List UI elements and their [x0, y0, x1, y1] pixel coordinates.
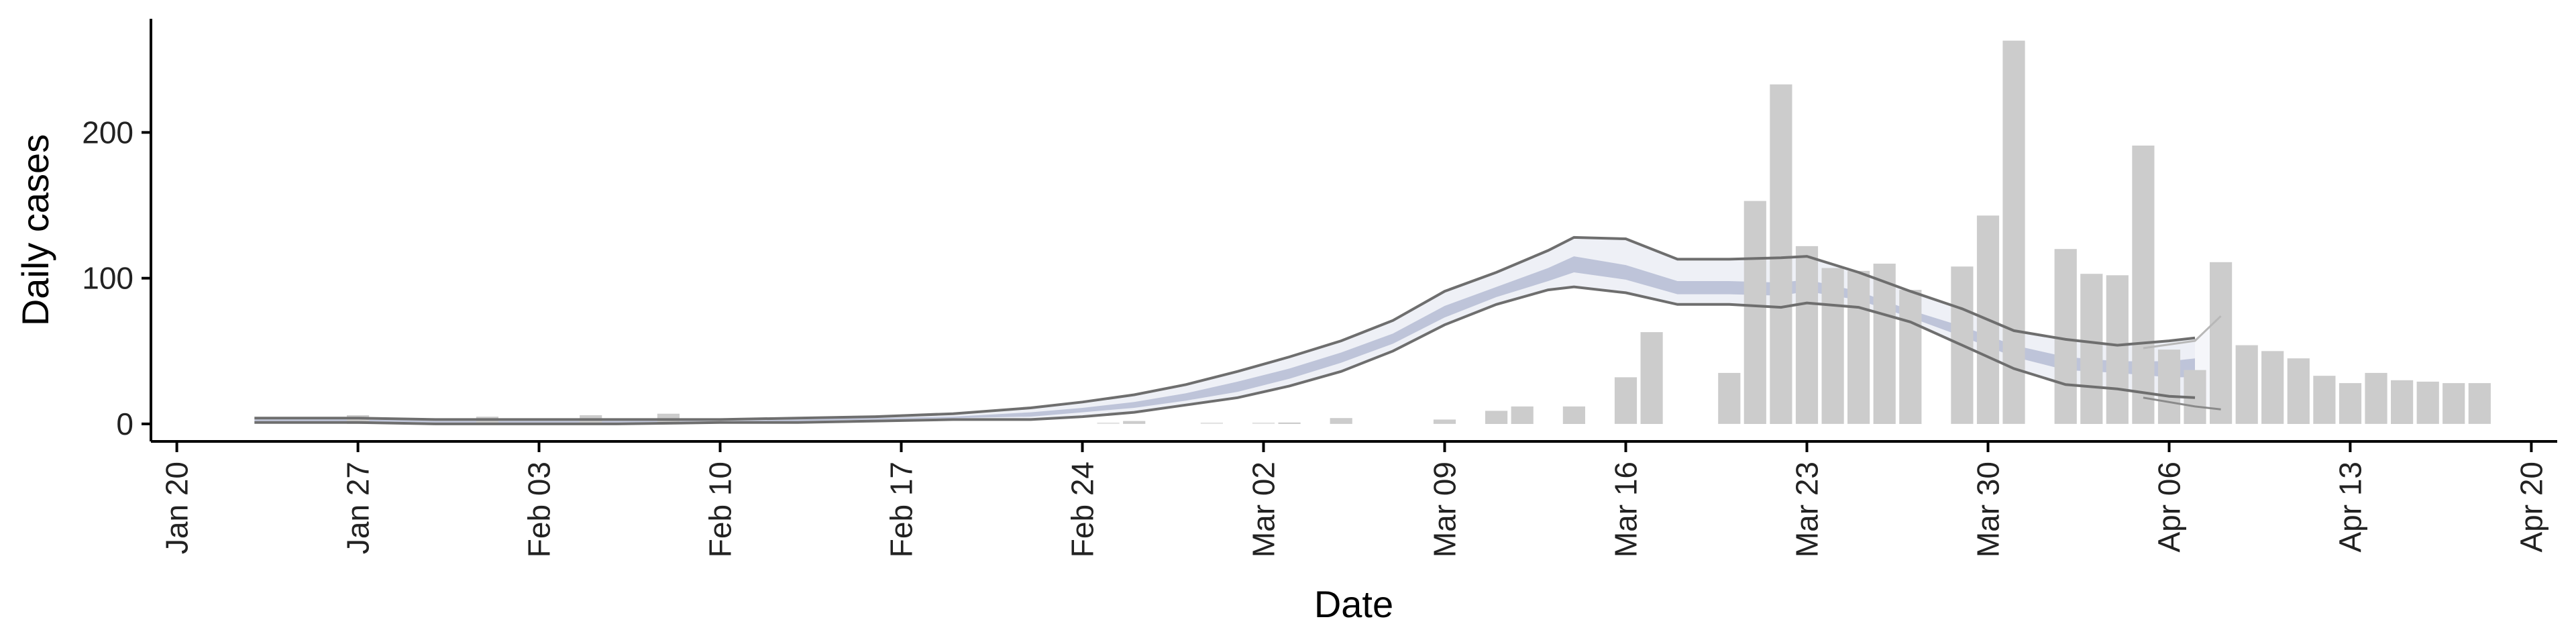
x-axis-ticks: Jan 20 Jan 27 Feb 03 Feb 10 Feb 17 Feb 24 Mar …	[160, 441, 2548, 557]
credible-interval-outer	[254, 237, 2221, 424]
case-bar-2020-04-10	[2261, 351, 2284, 424]
x-tick-label-3: Feb 10	[703, 462, 738, 557]
projection-lower-line	[2143, 396, 2221, 411]
credible-interval-edges	[254, 235, 2222, 425]
y-axis-ticks: 0 100 200	[82, 115, 151, 441]
x-tick-label-9: Mar 23	[1790, 462, 1825, 557]
case-bar-2020-03-09	[1433, 419, 1456, 424]
case-bar-2020-04-11	[2287, 358, 2310, 424]
case-bar-2020-02-26	[1123, 421, 1146, 424]
x-tick-label-6: Mar 02	[1246, 462, 1281, 557]
case-bar-2020-04-04	[2106, 275, 2129, 424]
case-bar-2020-03-03	[1278, 422, 1301, 424]
case-bar-2020-04-17	[2443, 383, 2465, 424]
x-axis-title: Date	[1314, 583, 1393, 625]
case-bar-2020-03-11	[1485, 411, 1508, 424]
projection-upper-line	[2143, 315, 2222, 350]
case-bar-2020-04-13	[2339, 383, 2362, 424]
upper-bound-line	[254, 235, 2196, 421]
y-axis-title: Daily cases	[14, 134, 56, 326]
axes	[150, 19, 2557, 443]
y-tick-label-200: 200	[82, 115, 133, 150]
case-bar-2020-04-05	[2132, 146, 2155, 424]
x-tick-label-12: Apr 13	[2332, 462, 2367, 553]
x-tick-label-2: Feb 03	[522, 462, 557, 557]
case-bar-2020-04-02	[2054, 249, 2077, 424]
credible-interval-inner	[254, 256, 2195, 423]
x-tick-label-4: Feb 17	[884, 462, 919, 557]
case-bar-2020-03-14	[1562, 406, 1585, 424]
x-tick-label-0: Jan 20	[160, 462, 195, 554]
case-bar-2020-03-20	[1718, 372, 1741, 424]
case-bar-2020-03-21	[1743, 201, 1766, 424]
case-bar-2020-04-08	[2210, 262, 2233, 424]
case-bar-2020-04-18	[2468, 383, 2491, 424]
case-bar-2020-03-31	[2002, 40, 2025, 424]
case-bar-faint-2020-02-25	[1097, 422, 1120, 424]
case-bar-2020-04-09	[2235, 345, 2258, 424]
x-tick-label-5: Feb 24	[1065, 462, 1100, 557]
case-bar-faint-2020-02-29	[1200, 422, 1223, 424]
case-bar-2020-03-23	[1795, 246, 1819, 424]
case-bar-2020-04-03	[2080, 274, 2103, 424]
lower-bound-line	[254, 285, 2196, 425]
x-tick-label-8: Mar 16	[1609, 462, 1644, 557]
case-bar-2020-03-22	[1770, 84, 1792, 425]
inner-band-area	[254, 256, 2195, 423]
x-tick-label-11: Apr 06	[2152, 462, 2187, 553]
x-tick-label-1: Jan 27	[341, 462, 376, 554]
case-bar-2020-03-27	[1899, 290, 1922, 424]
case-bar-2020-03-12	[1511, 406, 1534, 424]
case-bar-2020-03-05	[1330, 418, 1352, 424]
daily-case-bars	[347, 40, 2491, 425]
case-bar-2020-04-15	[2391, 380, 2414, 424]
case-bar-2020-04-06	[2157, 350, 2181, 424]
case-bar-2020-03-26	[1873, 264, 1896, 424]
case-bar-2020-03-16	[1614, 377, 1638, 424]
case-bar-2020-04-14	[2365, 372, 2387, 424]
y-tick-label-0: 0	[116, 407, 133, 441]
case-bar-2020-04-16	[2416, 381, 2439, 424]
case-bar-2020-03-17	[1640, 332, 1663, 424]
case-bar-faint-2020-03-02	[1252, 422, 1275, 424]
x-tick-label-13: Apr 20	[2514, 462, 2548, 553]
case-bar-2020-04-12	[2313, 376, 2336, 424]
x-tick-label-7: Mar 09	[1428, 462, 1462, 557]
x-tick-label-10: Mar 30	[1971, 462, 2006, 557]
y-tick-label-100: 100	[82, 261, 133, 296]
case-bar-2020-03-24	[1821, 268, 1844, 424]
case-bar-2020-03-25	[1847, 270, 1870, 424]
